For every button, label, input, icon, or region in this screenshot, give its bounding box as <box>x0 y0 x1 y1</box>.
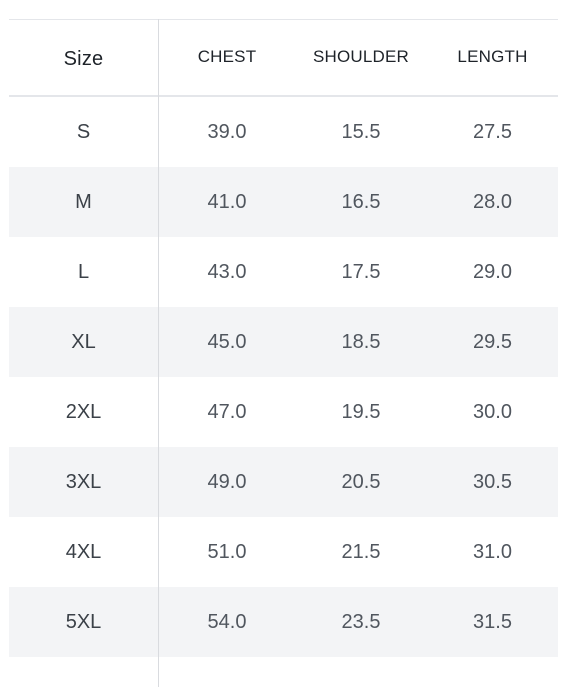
header-chest: CHEST <box>197 46 257 66</box>
table-row: 5XL 54.0 23.5 31.5 <box>9 587 558 657</box>
chest-cell: 43.0 <box>207 260 247 283</box>
shoulder-cell: 15.5 <box>341 120 381 143</box>
table-row: XL 45.0 18.5 29.5 <box>9 307 558 377</box>
chest-cell: 54.0 <box>207 610 247 633</box>
size-cell: 4XL <box>65 540 102 563</box>
chest-cell: 49.0 <box>207 470 247 493</box>
length-cell: 30.5 <box>473 470 512 493</box>
table-row: 3XL 49.0 20.5 30.5 <box>9 447 558 517</box>
table-row: L 43.0 17.5 29.0 <box>9 237 558 307</box>
chest-cell: 51.0 <box>207 540 247 563</box>
table-row: S 39.0 15.5 27.5 <box>9 97 558 167</box>
shoulder-cell: 20.5 <box>341 470 381 493</box>
shoulder-cell: 23.5 <box>341 610 381 633</box>
table-body: S 39.0 15.5 27.5 M 41.0 16.5 28.0 L 43.0… <box>9 97 558 657</box>
length-cell: 28.0 <box>473 190 512 213</box>
chest-cell: 45.0 <box>207 330 247 353</box>
size-cell: XL <box>71 330 96 353</box>
header-divider <box>9 95 558 97</box>
table-top-border <box>9 19 558 20</box>
header-length: LENGTH <box>457 46 528 66</box>
length-cell: 30.0 <box>473 400 512 423</box>
length-cell: 29.5 <box>473 330 512 353</box>
size-cell: 5XL <box>65 610 102 633</box>
size-cell: M <box>75 190 92 213</box>
size-cell: S <box>76 120 91 143</box>
shoulder-cell: 16.5 <box>341 190 381 213</box>
header-size: Size <box>63 48 104 70</box>
chest-cell: 47.0 <box>207 400 247 423</box>
size-cell: 3XL <box>65 470 102 493</box>
size-column-divider <box>158 19 159 687</box>
length-cell: 31.5 <box>473 610 512 633</box>
chest-cell: 39.0 <box>207 120 247 143</box>
shoulder-cell: 21.5 <box>341 540 381 563</box>
shoulder-cell: 19.5 <box>341 400 381 423</box>
length-cell: 31.0 <box>473 540 512 563</box>
size-chart-table: Size CHEST SHOULDER LENGTH S 39.0 15.5 2… <box>9 19 558 687</box>
length-cell: 29.0 <box>473 260 512 283</box>
table-header-row: Size CHEST SHOULDER LENGTH <box>9 20 558 95</box>
header-shoulder: SHOULDER <box>312 46 410 66</box>
shoulder-cell: 17.5 <box>341 260 381 283</box>
length-cell: 27.5 <box>473 120 512 143</box>
table-row: M 41.0 16.5 28.0 <box>9 167 558 237</box>
size-cell: 2XL <box>65 400 102 423</box>
shoulder-cell: 18.5 <box>341 330 381 353</box>
chest-cell: 41.0 <box>207 190 247 213</box>
table-row: 4XL 51.0 21.5 31.0 <box>9 517 558 587</box>
table-row: 2XL 47.0 19.5 30.0 <box>9 377 558 447</box>
size-cell: L <box>77 260 90 283</box>
